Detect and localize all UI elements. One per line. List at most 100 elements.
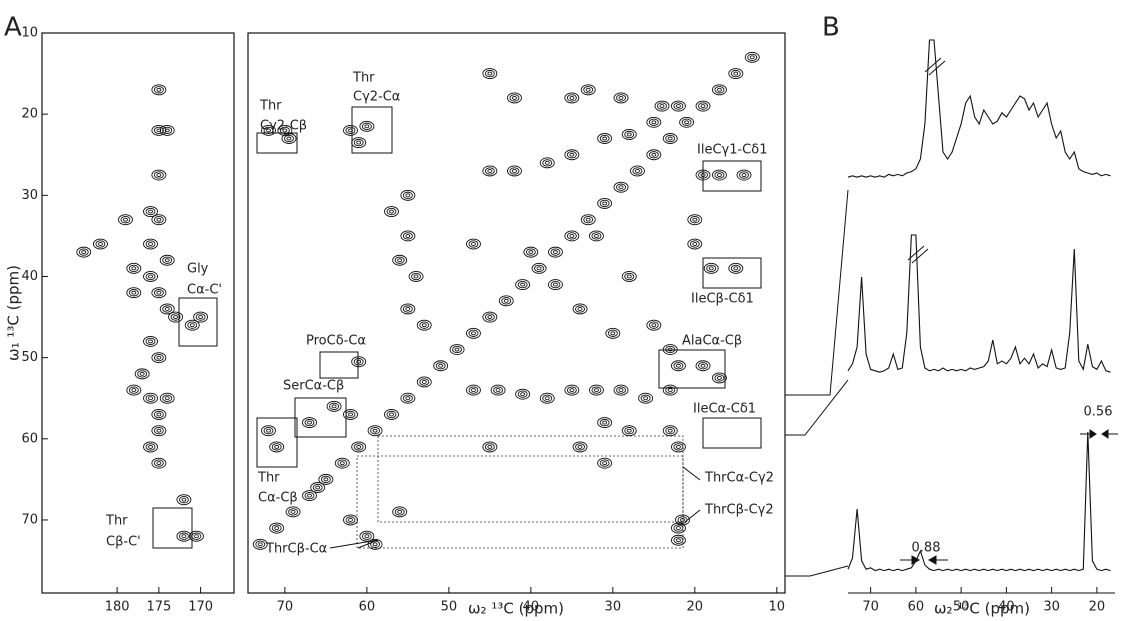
peak-contour [728, 262, 744, 274]
contour-level [384, 408, 399, 420]
peak-contour [277, 124, 293, 136]
contour-level [618, 185, 624, 190]
contour-level [449, 344, 465, 355]
peak-contour [482, 441, 498, 453]
contour-level [550, 248, 561, 256]
contour-level [128, 386, 139, 394]
contour-level [151, 84, 167, 96]
x-tick-label: 170 [188, 600, 213, 615]
contour-level [621, 425, 637, 437]
annotation-box [152, 507, 193, 549]
peak-contour [621, 271, 637, 282]
peak-contour [151, 425, 167, 437]
contour-level [304, 491, 315, 500]
contour-level [670, 100, 686, 112]
contour-level [484, 167, 495, 175]
contour-level [261, 124, 276, 136]
contour-level [370, 540, 381, 548]
annotation-box [178, 297, 218, 347]
peak-contour [695, 169, 711, 181]
contour-level [687, 238, 703, 250]
contour-level [123, 217, 128, 222]
contour-level [162, 394, 173, 402]
contour-level [151, 408, 167, 420]
contour-level [613, 181, 629, 193]
contour-level [153, 410, 164, 419]
contour-level [580, 214, 596, 226]
contour-level [153, 427, 164, 435]
contour-level [126, 262, 142, 274]
peak-contour [597, 133, 613, 144]
contour-level [151, 169, 167, 181]
contour-level [148, 339, 153, 344]
contour-level [95, 240, 106, 248]
peak-contour [151, 84, 167, 96]
contour-level [566, 232, 577, 240]
peak-contour [449, 344, 465, 355]
peak-contour [261, 124, 276, 136]
contour-level [353, 443, 364, 451]
contour-level [148, 242, 153, 246]
contour-level [482, 68, 498, 80]
contour-level [279, 126, 290, 135]
peak-contour [466, 238, 481, 250]
contour-level [466, 384, 481, 396]
peak-contour [597, 417, 613, 429]
panel-label: B [822, 13, 840, 43]
contour-level [173, 315, 179, 320]
contour-level [575, 305, 585, 313]
contour-level [698, 362, 708, 370]
contour-level [408, 271, 424, 282]
contour-level [438, 363, 444, 368]
contour-level [151, 352, 167, 364]
contour-level [274, 444, 280, 449]
annotation-box [294, 397, 347, 438]
contour-level [131, 266, 137, 271]
peak-contour [670, 360, 686, 372]
contour-level [118, 214, 133, 226]
contour-level [153, 171, 164, 179]
contour-level [343, 124, 358, 136]
contour-level [613, 384, 629, 396]
annotation: IleCα-Cδ1 [693, 402, 756, 417]
peak-contour [629, 165, 645, 177]
contour-level [148, 274, 153, 279]
peak-contour [662, 425, 678, 437]
contour-level [468, 386, 479, 394]
contour-level [400, 230, 416, 242]
contour-level [191, 532, 202, 540]
contour-level [359, 120, 375, 132]
peak-contour [126, 262, 142, 274]
contour-level [564, 92, 580, 104]
contour-level [509, 167, 520, 175]
contour-level [413, 274, 419, 279]
peak-contour [670, 441, 686, 453]
contour-level [281, 133, 297, 144]
contour-level [572, 441, 588, 453]
annotation: ThrCβ-Cγ2 [704, 503, 774, 518]
contour-level [402, 394, 413, 402]
contour-level [405, 193, 411, 198]
contour-level [490, 384, 506, 396]
contour-level [605, 327, 621, 339]
peak-contour [597, 457, 613, 469]
contour-level [326, 400, 342, 412]
peak-contour [359, 120, 375, 132]
contour-level [550, 280, 561, 289]
peak-contour [515, 279, 531, 291]
peak-contour [126, 384, 142, 396]
contour-level [566, 151, 577, 159]
contour-level [667, 428, 673, 433]
peak-contour [400, 230, 416, 242]
contour-level [487, 444, 493, 449]
connector [785, 565, 849, 577]
contour-level [181, 534, 187, 539]
contour-level [345, 516, 356, 524]
contour-level [648, 321, 659, 329]
contour-level [654, 100, 670, 112]
contour-level [728, 68, 744, 80]
annotation: Thr [352, 71, 375, 86]
y-tick-label: 50 [21, 350, 38, 365]
contour-level [400, 303, 416, 315]
